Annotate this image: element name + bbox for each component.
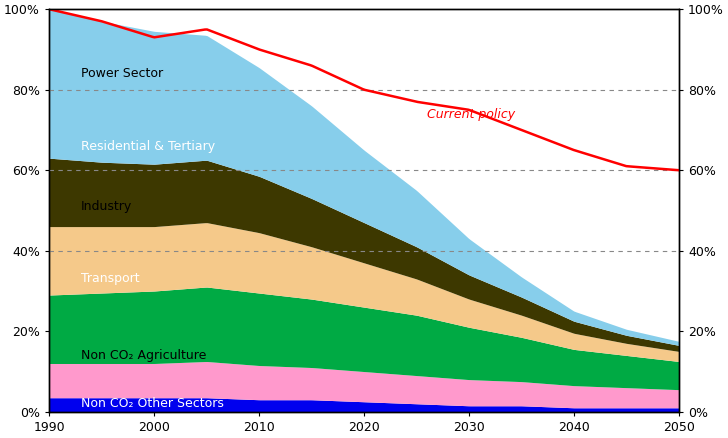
Text: Industry: Industry <box>81 200 132 213</box>
Text: Power Sector: Power Sector <box>81 67 162 80</box>
Text: Residential & Tertiary: Residential & Tertiary <box>81 140 215 152</box>
Text: Current policy: Current policy <box>427 108 515 121</box>
Text: Non CO₂ Agriculture: Non CO₂ Agriculture <box>81 349 206 362</box>
Text: Transport: Transport <box>81 272 139 286</box>
Text: Non CO₂ Other Sectors: Non CO₂ Other Sectors <box>81 397 223 410</box>
